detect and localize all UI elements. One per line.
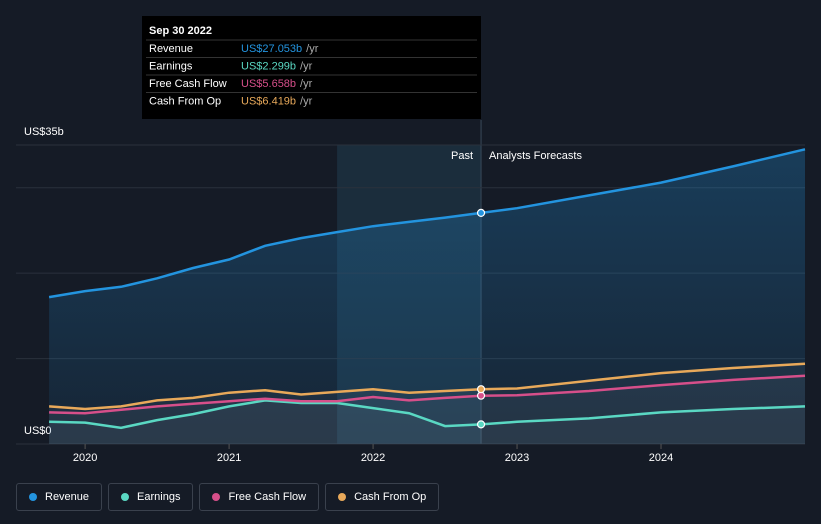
legend-label: Cash From Op: [354, 491, 427, 503]
series-line: [48, 148, 806, 299]
tooltip-unit: /yr: [300, 95, 313, 107]
x-tick-label: 2021: [217, 452, 241, 464]
tooltip-value: US$2.299b/yr: [241, 60, 313, 72]
tooltip-name: Cash From Op: [149, 95, 221, 107]
series-area: [49, 375, 806, 444]
y-tick-label: US$35b: [24, 126, 64, 138]
tooltip-value-label: US$2.299b: [241, 60, 296, 72]
tooltip-name: Earnings: [149, 60, 193, 72]
tooltip-box: [142, 16, 481, 119]
page: {"chart_data": {"type": "line", "x": [20…: [16, 16, 806, 511]
tooltip-value: US$5.658b/yr: [241, 78, 313, 90]
legend-item[interactable]: Cash From Op: [325, 483, 440, 511]
tooltip-unit: /yr: [306, 43, 319, 55]
forecast-label: Analysts Forecasts: [489, 150, 582, 162]
legend-item[interactable]: Earnings: [108, 483, 194, 511]
legend-swatch: [338, 493, 347, 501]
x-tick-label: 2022: [361, 452, 385, 464]
legend-swatch: [212, 493, 221, 501]
point-marker: [476, 208, 486, 217]
tooltip-value-label: US$5.658b: [241, 78, 296, 90]
tooltip-name: Revenue: [149, 43, 193, 55]
tooltip-value-label: US$6.419b: [241, 95, 296, 107]
chart: Past Analysts Forecasts US$0 US$35b 2020 202…: [16, 16, 806, 464]
series-area: [49, 363, 806, 444]
tooltip-unit: /yr: [300, 60, 313, 72]
tooltip-value-label: US$27.053b: [241, 43, 302, 55]
legend-item[interactable]: Revenue: [16, 483, 103, 511]
series-area: [49, 149, 806, 445]
legend-swatch: [121, 493, 130, 501]
series-line: [49, 399, 806, 430]
tooltip-unit: /yr: [300, 78, 313, 90]
tooltip-date: Sep 30 2022: [149, 25, 212, 37]
point-marker: [476, 420, 486, 429]
legend-item[interactable]: Free Cash Flow: [199, 483, 320, 511]
past-label: Past: [451, 150, 473, 162]
legend-label: Free Cash Flow: [228, 491, 307, 503]
x-tick-label: 2020: [73, 452, 97, 464]
series-line: [49, 362, 806, 411]
y-tick-label: US$0: [24, 425, 52, 437]
tooltip-value: US$6.419b/yr: [241, 95, 313, 107]
x-tick-label: 2024: [649, 452, 673, 464]
series-line: [49, 374, 806, 415]
tooltip-name: Free Cash Flow: [149, 78, 227, 90]
legend: Revenue Earnings Free Cash Flow Cash From O…: [16, 483, 440, 511]
x-tick-label: 2023: [505, 452, 529, 464]
tooltip-value: US$27.053b/yr: [241, 43, 319, 55]
series-area: [49, 400, 806, 444]
legend-swatch: [29, 493, 37, 501]
legend-label: Earnings: [137, 491, 181, 503]
legend-label: Revenue: [45, 491, 90, 503]
point-marker: [476, 385, 486, 394]
